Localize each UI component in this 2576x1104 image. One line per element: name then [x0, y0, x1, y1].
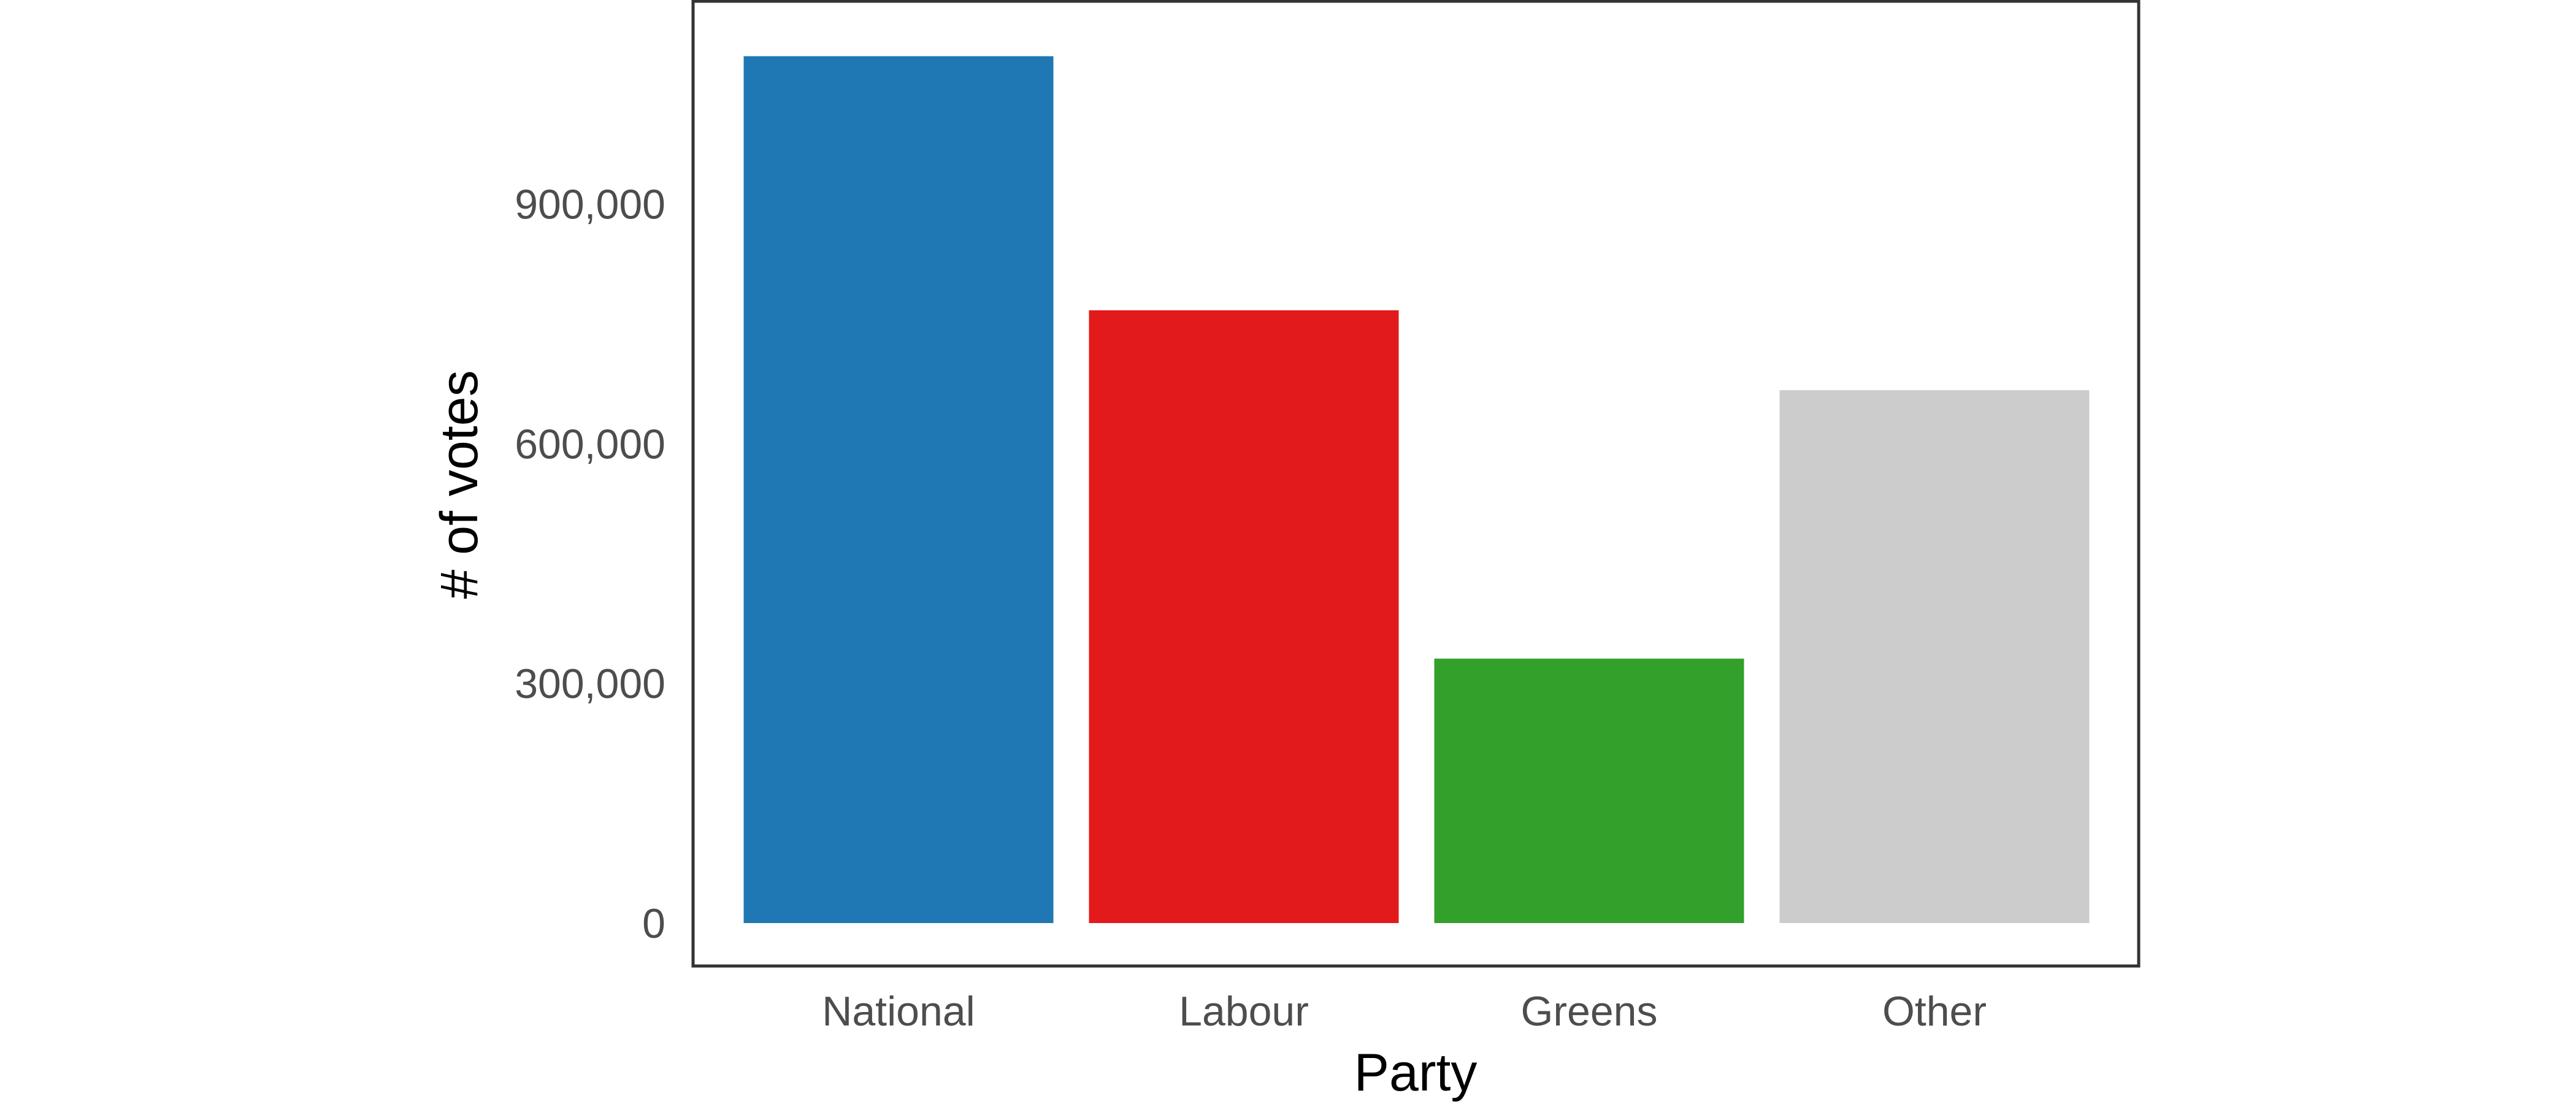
y-tick-label: 0: [642, 900, 665, 947]
bar-other: [1779, 390, 2090, 923]
y-tick-label: 900,000: [515, 182, 665, 228]
plot-panel-border: [691, 0, 2141, 968]
bar-national: [743, 56, 1054, 923]
x-axis-title: Party: [1354, 1043, 1478, 1102]
bar-greens: [1434, 658, 1744, 923]
bars-group: [743, 56, 2090, 923]
y-tick-label: 300,000: [515, 661, 665, 707]
x-tick-label: National: [822, 988, 975, 1035]
y-tick-label: 600,000: [515, 421, 665, 467]
x-tick-label: Greens: [1521, 988, 1658, 1035]
y-axis-title: # of votes: [430, 370, 489, 599]
bar-labour: [1089, 310, 1399, 923]
x-tick-label: Labour: [1179, 988, 1309, 1035]
x-axis-ticks: National Labour Greens Other: [822, 988, 1987, 1035]
x-tick-label: Other: [1882, 988, 1987, 1035]
y-axis-ticks: 0 300,000 600,000 900,000: [515, 182, 665, 947]
